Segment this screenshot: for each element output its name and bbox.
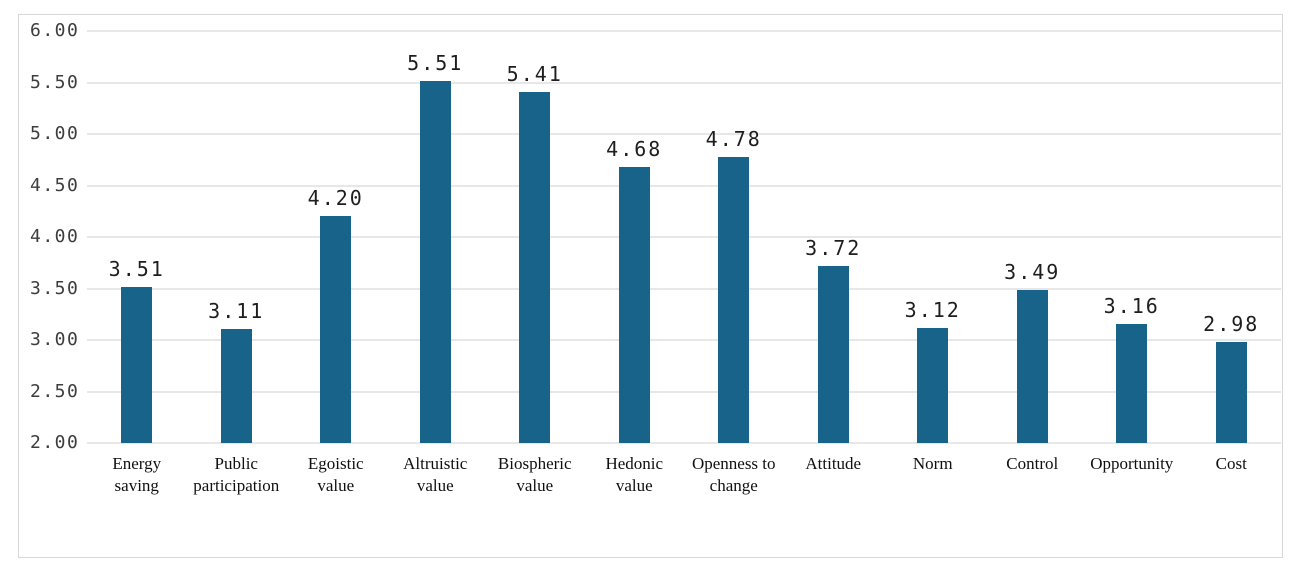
bar — [1215, 342, 1247, 443]
x-axis-category-label: Altruistic value — [403, 454, 468, 495]
gridline — [87, 30, 1281, 32]
y-axis-tick-label: 6.00 — [30, 20, 80, 41]
gridline — [87, 133, 1281, 135]
y-axis-tick-label: 2.00 — [30, 432, 80, 453]
bar — [220, 328, 252, 443]
y-axis-tick-label: 2.50 — [30, 380, 80, 402]
bar — [718, 156, 750, 443]
bar — [1116, 323, 1148, 443]
bar-value-label: 4.78 — [705, 126, 762, 151]
bar — [917, 327, 949, 443]
gridline — [87, 339, 1281, 341]
gridline — [87, 184, 1281, 187]
x-axis-category-label: Energy saving — [112, 454, 162, 495]
bar-value-label: 3.49 — [1004, 259, 1061, 284]
chart-frame — [18, 14, 1283, 558]
y-axis-tick-label: 3.00 — [30, 329, 80, 350]
bar-value-label: 3.72 — [805, 235, 862, 260]
x-axis-category-label: Public participation — [193, 454, 280, 495]
x-axis-category-label: Cost — [1215, 454, 1247, 473]
x-axis-category-label: Control — [1006, 454, 1059, 473]
bar-value-label: 3.11 — [208, 298, 265, 323]
gridline — [87, 81, 1281, 84]
bar-value-label: 5.51 — [407, 51, 464, 76]
gridline — [87, 236, 1281, 238]
bar — [320, 216, 352, 443]
bar — [121, 287, 153, 443]
bar-value-label: 4.68 — [606, 136, 663, 161]
y-axis-tick-label: 4.00 — [30, 226, 80, 247]
y-axis-tick-label: 5.50 — [30, 71, 80, 93]
y-axis-tick-label: 4.50 — [30, 174, 80, 196]
bar-value-label: 4.20 — [307, 186, 364, 211]
bar — [618, 166, 650, 443]
gridline — [87, 442, 1281, 444]
x-axis-category-label: Biospheric value — [497, 454, 572, 495]
y-axis-tick-label: 5.00 — [30, 123, 80, 144]
x-axis-category-label: Openness to change — [691, 454, 776, 495]
bar — [419, 81, 451, 443]
y-axis-tick-label: 3.50 — [30, 277, 80, 299]
bar-value-label: 3.16 — [1103, 293, 1160, 318]
x-axis-category-label: Opportunity — [1090, 454, 1174, 473]
gridline — [87, 287, 1281, 290]
bar-value-label: 3.12 — [904, 297, 961, 322]
bar-value-label: 3.51 — [108, 257, 165, 282]
bar — [1016, 289, 1048, 443]
x-axis-category-label: Attitude — [805, 454, 862, 473]
x-axis-category-label: Egoistic value — [307, 454, 364, 495]
bar — [817, 265, 849, 443]
bar — [519, 91, 551, 443]
bar-value-label: 2.98 — [1203, 312, 1260, 337]
x-axis-category-label: Hedonic value — [605, 454, 664, 495]
bar-value-label: 5.41 — [506, 61, 563, 86]
gridline — [87, 390, 1281, 393]
x-axis-category-label: Norm — [912, 454, 953, 473]
